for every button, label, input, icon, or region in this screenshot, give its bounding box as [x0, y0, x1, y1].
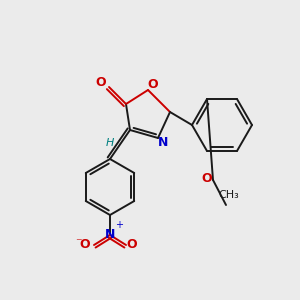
Text: O: O	[80, 238, 90, 251]
Text: +: +	[115, 220, 123, 230]
Text: O: O	[202, 172, 212, 185]
Text: H: H	[106, 137, 114, 148]
Text: ⁻: ⁻	[75, 236, 81, 250]
Text: O: O	[148, 77, 158, 91]
Text: CH₃: CH₃	[219, 190, 239, 200]
Text: O: O	[96, 76, 106, 88]
Text: O: O	[127, 238, 137, 251]
Text: N: N	[158, 136, 168, 148]
Text: N: N	[105, 227, 115, 241]
